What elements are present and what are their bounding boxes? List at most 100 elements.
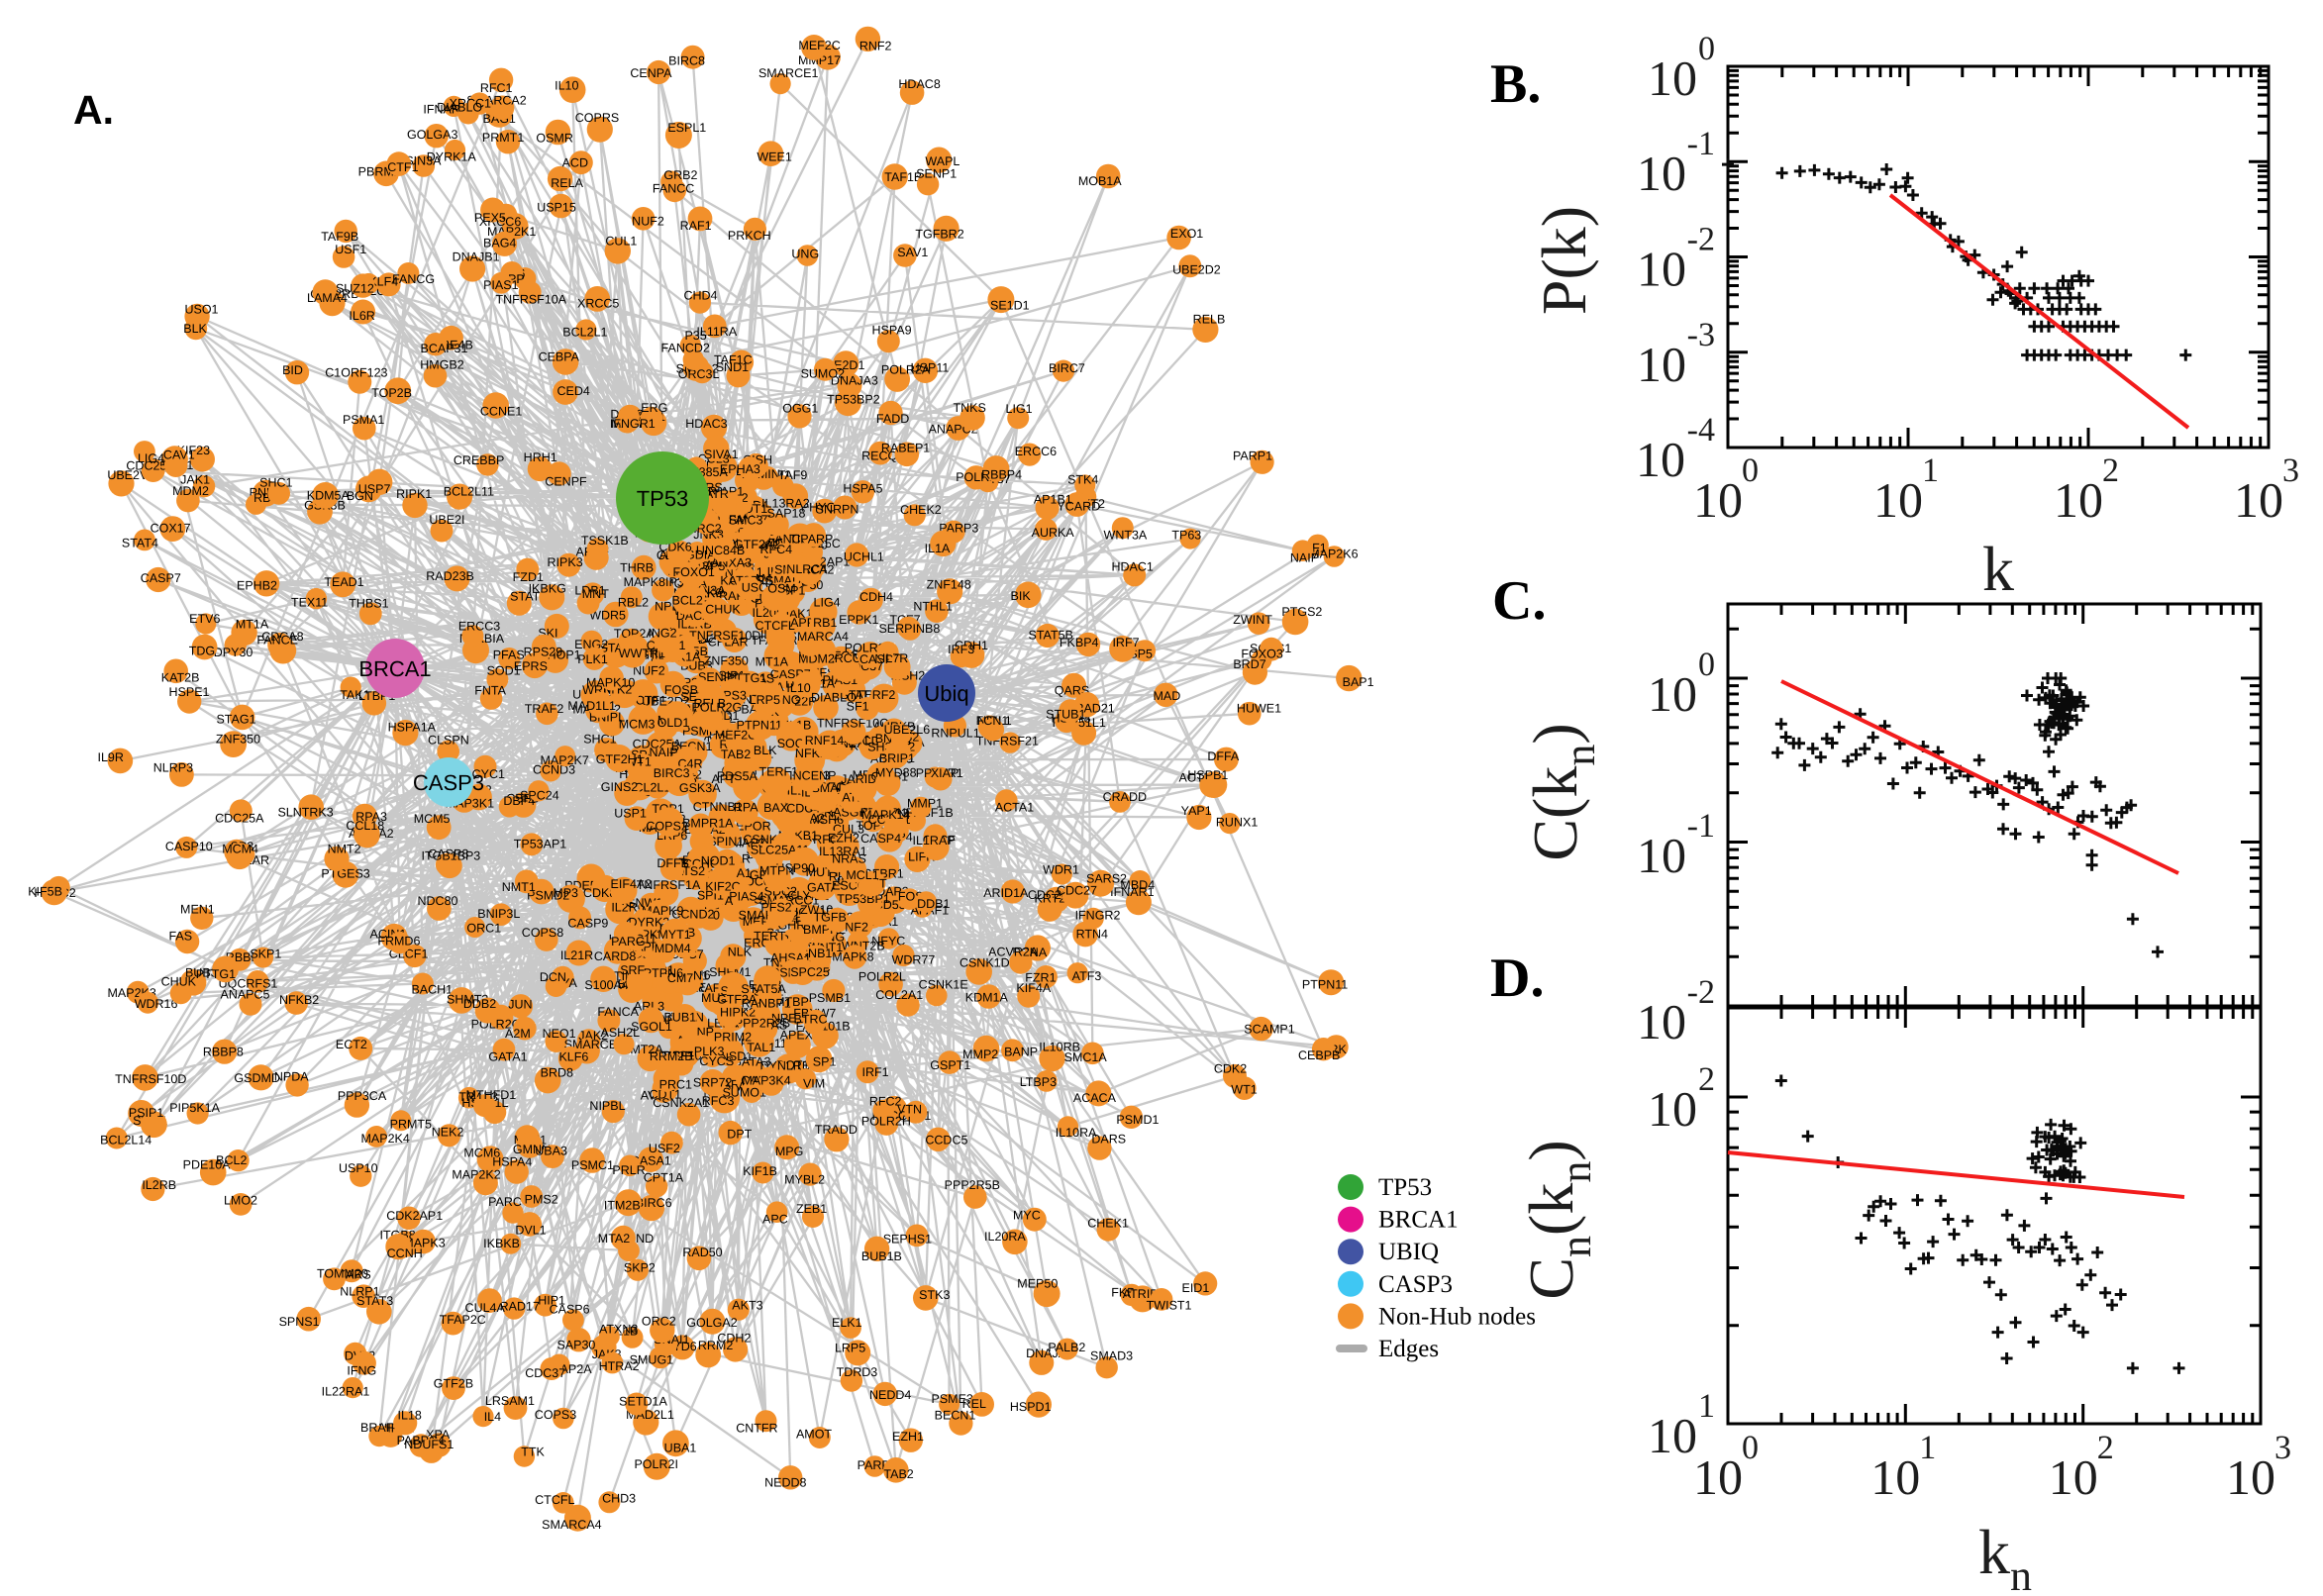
- svg-text:EPRS: EPRS: [514, 659, 548, 673]
- svg-text:RPA2: RPA2: [734, 801, 765, 815]
- svg-text:NTHL1: NTHL1: [913, 599, 953, 613]
- svg-text:SEPHS1: SEPHS1: [883, 1232, 932, 1246]
- svg-text:TERF1: TERF1: [759, 764, 799, 778]
- svg-text:SETD1A: SETD1A: [619, 1395, 667, 1409]
- svg-text:GSK3A: GSK3A: [679, 781, 721, 795]
- svg-text:TGFB2: TGFB2: [814, 911, 854, 925]
- svg-text:ATXN3: ATXN3: [599, 1323, 638, 1337]
- svg-text:ACTA1: ACTA1: [995, 801, 1034, 815]
- svg-text:RANBP1: RANBP1: [742, 997, 791, 1011]
- svg-text:CRADD: CRADD: [1103, 790, 1147, 804]
- svg-text:10: 10: [2226, 1449, 2275, 1505]
- svg-text:-2: -2: [1687, 222, 1715, 258]
- svg-text:BRIP1: BRIP1: [879, 751, 915, 765]
- svg-text:IFNAR1: IFNAR1: [1110, 885, 1155, 899]
- svg-text:DYRK1A: DYRK1A: [427, 150, 477, 163]
- svg-text:COPS8: COPS8: [522, 926, 563, 940]
- svg-text:SAP18: SAP18: [767, 507, 806, 521]
- svg-text:KARS: KARS: [338, 1268, 371, 1282]
- svg-text:TAF9B: TAF9B: [321, 230, 358, 244]
- svg-text:TIPARP: TIPARP: [789, 533, 833, 547]
- svg-text:SUMO1: SUMO1: [722, 1085, 766, 1099]
- svg-text:BRAF: BRAF: [360, 1421, 394, 1435]
- svg-text:SMARCE1: SMARCE1: [758, 66, 818, 80]
- svg-text:RELA: RELA: [551, 176, 583, 190]
- svg-text:HUWE1: HUWE1: [1237, 701, 1281, 715]
- svg-text:UNC84B: UNC84B: [696, 544, 745, 557]
- svg-text:VIM: VIM: [803, 1076, 825, 1090]
- svg-text:FOXO1: FOXO1: [673, 565, 715, 579]
- svg-text:PSMC1: PSMC1: [571, 1158, 614, 1172]
- svg-text:PTPN11: PTPN11: [737, 718, 782, 732]
- svg-text:ORC3L: ORC3L: [678, 367, 720, 381]
- svg-text:LMO2: LMO2: [224, 1193, 257, 1207]
- svg-text:DDB1: DDB1: [917, 897, 950, 911]
- svg-text:TDRD3: TDRD3: [837, 1365, 878, 1379]
- svg-text:CASP4: CASP4: [860, 832, 901, 846]
- svg-text:WDR1: WDR1: [1043, 863, 1079, 877]
- svg-text:STK3: STK3: [919, 1288, 950, 1302]
- svg-text:BCL2: BCL2: [216, 1153, 247, 1167]
- svg-text:HDAC1: HDAC1: [1112, 560, 1154, 574]
- svg-text:MEF2C: MEF2C: [798, 39, 840, 52]
- svg-text:SMUG1: SMUG1: [630, 1353, 674, 1367]
- svg-text:KLF6: KLF6: [558, 1050, 588, 1064]
- svg-text:RAD17: RAD17: [500, 1299, 540, 1313]
- svg-text:PDE10A: PDE10A: [183, 1158, 232, 1172]
- svg-text:WAPL: WAPL: [925, 154, 960, 168]
- svg-text:INCENP: INCENP: [789, 769, 836, 783]
- svg-text:TAF9: TAF9: [778, 468, 808, 482]
- svg-text:STAT4: STAT4: [122, 537, 158, 550]
- svg-text:VTN: VTN: [897, 1103, 922, 1117]
- svg-text:10: 10: [1648, 1408, 1697, 1463]
- svg-text:IL10: IL10: [555, 78, 578, 92]
- svg-text:CTCFL: CTCFL: [756, 619, 795, 633]
- svg-text:WDR16: WDR16: [135, 997, 178, 1011]
- svg-text:10: 10: [2049, 1449, 2098, 1505]
- svg-text:HRH1: HRH1: [524, 450, 557, 464]
- svg-text:FNTA: FNTA: [474, 684, 506, 698]
- svg-text:CPT1A: CPT1A: [644, 1171, 684, 1185]
- svg-text:10: 10: [1870, 1449, 1920, 1505]
- svg-text:DPT: DPT: [727, 1127, 752, 1141]
- svg-text:TAB2: TAB2: [883, 1467, 913, 1481]
- svg-text:ERCC6: ERCC6: [1015, 445, 1057, 458]
- svg-text:PYCARD: PYCARD: [1049, 500, 1100, 514]
- svg-text:DNAJB1: DNAJB1: [453, 250, 500, 264]
- svg-text:1: 1: [1922, 452, 1939, 489]
- svg-text:CEBPB: CEBPB: [1298, 1048, 1340, 1062]
- svg-text:APC: APC: [762, 1213, 788, 1227]
- svg-text:10: 10: [1637, 337, 1686, 392]
- svg-text:GATA1: GATA1: [488, 1050, 527, 1064]
- svg-text:LRP5: LRP5: [750, 693, 780, 707]
- svg-text:CUL3: CUL3: [833, 822, 864, 836]
- svg-text:MAP2K4: MAP2K4: [361, 1132, 410, 1146]
- svg-text:COL2A1: COL2A1: [875, 988, 923, 1002]
- svg-text:10: 10: [1636, 432, 1685, 487]
- svg-text:CDH2: CDH2: [717, 1331, 751, 1345]
- svg-text:WEE1: WEE1: [757, 150, 791, 163]
- svg-text:PFS2: PFS2: [760, 900, 791, 914]
- svg-text:MTPN: MTPN: [759, 864, 794, 878]
- svg-text:GMNN: GMNN: [513, 1143, 551, 1156]
- svg-text:MYBL2: MYBL2: [784, 1172, 825, 1186]
- svg-text:BUB1B: BUB1B: [861, 1249, 902, 1263]
- svg-text:FZR1: FZR1: [1025, 971, 1056, 985]
- svg-text:EZH2: EZH2: [828, 832, 859, 846]
- svg-text:MBD4: MBD4: [1120, 878, 1155, 892]
- svg-text:MT1A: MT1A: [756, 654, 789, 668]
- svg-text:RBBP4: RBBP4: [981, 467, 1022, 481]
- svg-text:PARG: PARG: [611, 935, 646, 948]
- svg-text:HIPK2: HIPK2: [720, 1006, 756, 1020]
- svg-text:UBE2L6: UBE2L6: [884, 723, 931, 737]
- svg-text:MTA2: MTA2: [598, 1232, 630, 1246]
- svg-text:ESPL1: ESPL1: [667, 121, 706, 135]
- svg-text:CCL18: CCL18: [346, 819, 384, 833]
- svg-text:IFNGR2: IFNGR2: [1075, 909, 1121, 923]
- svg-text:NDC80: NDC80: [418, 894, 458, 908]
- svg-text:10: 10: [2054, 472, 2103, 528]
- svg-text:CSNK1D: CSNK1D: [960, 956, 1010, 970]
- svg-text:NEDD4: NEDD4: [869, 1388, 911, 1402]
- svg-text:SF1: SF1: [847, 700, 869, 714]
- svg-text:2: 2: [1698, 1061, 1715, 1098]
